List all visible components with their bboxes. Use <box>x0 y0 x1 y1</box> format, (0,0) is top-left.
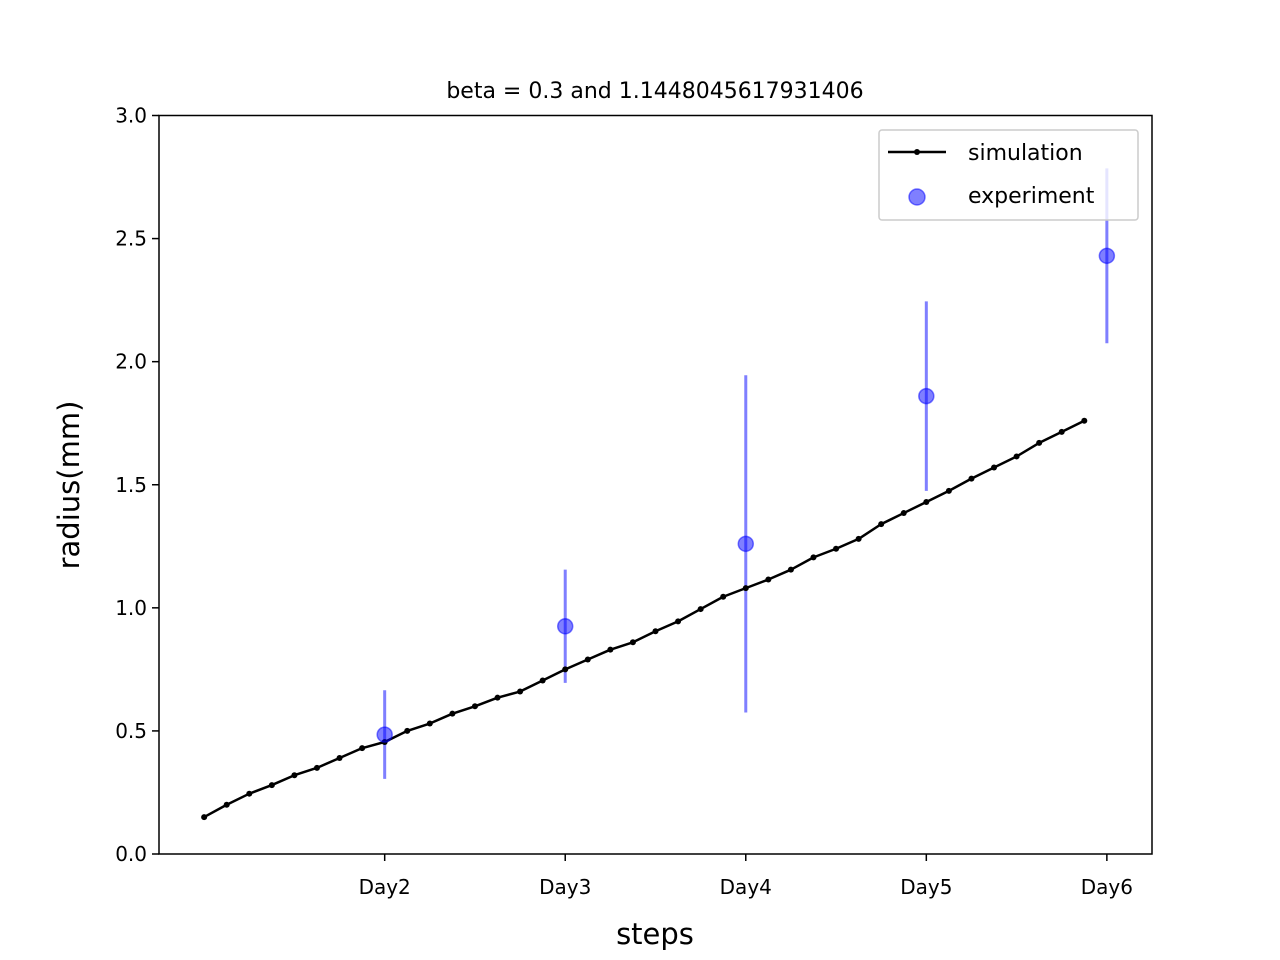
simulation-point <box>787 566 794 573</box>
experiment-point <box>1098 247 1116 265</box>
simulation-point <box>246 790 253 797</box>
simulation-point <box>313 764 320 771</box>
simulation-point <box>991 464 998 471</box>
simulation-point <box>945 487 952 494</box>
simulation-point <box>223 801 230 808</box>
simulation-point <box>675 618 682 625</box>
data-marks <box>201 168 1116 821</box>
x-axis-label: steps <box>616 917 694 951</box>
y-tick-label: 2.0 <box>115 350 147 374</box>
y-tick-label: 2.5 <box>115 227 147 251</box>
simulation-point <box>968 475 975 482</box>
simulation-point <box>426 720 433 727</box>
y-tick-label: 0.0 <box>115 842 147 866</box>
legend-label-experiment: experiment <box>968 184 1095 209</box>
legend-simulation-marker <box>914 149 920 155</box>
simulation-point <box>607 646 614 653</box>
y-tick-label: 3.0 <box>115 104 147 128</box>
simulation-point <box>562 666 569 673</box>
simulation-point <box>652 628 659 635</box>
simulation-point <box>471 703 478 710</box>
simulation-point <box>539 677 546 684</box>
simulation-point <box>404 727 411 734</box>
simulation-point <box>1081 417 1088 424</box>
experiment-point <box>918 387 935 405</box>
simulation-point <box>697 606 704 613</box>
simulation-point <box>359 745 366 752</box>
legend: simulation experiment <box>878 129 1139 221</box>
legend-label-simulation: simulation <box>968 141 1083 166</box>
simulation-point <box>742 585 749 592</box>
y-axis: 0.0 0.5 1.0 1.5 2.0 2.5 3.0 <box>115 104 159 866</box>
simulation-point <box>833 545 840 552</box>
simulation-point <box>810 554 817 561</box>
simulation-point <box>1013 453 1020 460</box>
simulation-point <box>923 498 930 505</box>
x-tick-label: Day6 <box>1081 875 1133 899</box>
simulation-point <box>1058 428 1065 435</box>
chart-title: beta = 0.3 and 1.1448045617931406 <box>446 79 863 104</box>
x-tick-label: Day3 <box>539 875 591 899</box>
y-axis-label: radius(mm) <box>52 401 86 570</box>
simulation-point <box>201 814 208 821</box>
simulation-point <box>584 656 591 663</box>
experiment-point <box>376 726 393 743</box>
x-tick-label: Day4 <box>720 875 772 899</box>
simulation-point <box>449 710 456 717</box>
simulation-point <box>720 593 727 600</box>
x-tick-label: Day5 <box>900 875 952 899</box>
simulation-point <box>494 694 501 701</box>
y-tick-label: 1.5 <box>115 473 147 497</box>
simulation-point <box>900 510 907 517</box>
x-tick-label: Day2 <box>359 875 411 899</box>
simulation-point <box>855 535 862 542</box>
simulation-point <box>765 576 772 583</box>
y-tick-label: 1.0 <box>115 596 147 620</box>
legend-experiment-marker <box>908 188 926 206</box>
simulation-point <box>629 639 636 646</box>
simulation-point <box>1036 439 1043 446</box>
simulation-point <box>878 521 885 528</box>
simulation-point <box>268 782 275 789</box>
y-tick-label: 0.5 <box>115 719 147 743</box>
experiment-point <box>737 535 755 553</box>
simulation-point <box>291 772 298 779</box>
experiment-point <box>556 618 574 635</box>
simulation-point <box>336 754 343 761</box>
simulation-point <box>517 688 524 695</box>
x-axis: Day2 Day3 Day4 Day5 Day6 <box>359 854 1133 899</box>
simulation-line <box>203 419 1085 819</box>
